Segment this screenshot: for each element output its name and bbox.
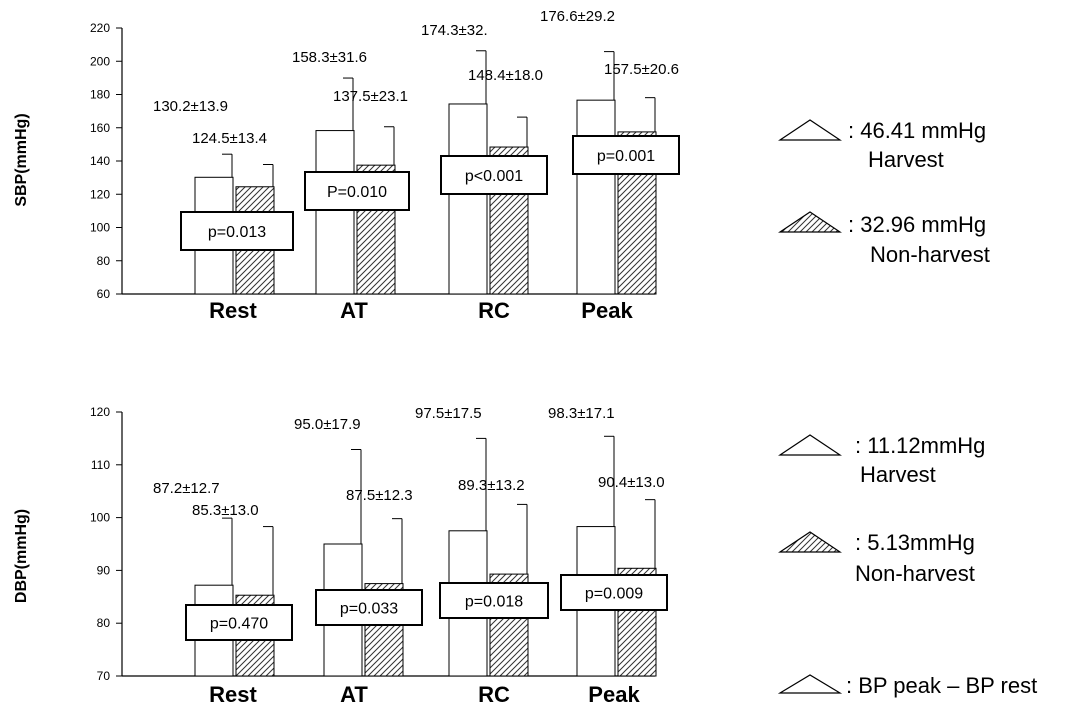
p-value-label: P=0.010 <box>327 184 387 201</box>
data-label: 148.4±18.0 <box>468 67 543 84</box>
y-tick-label: 110 <box>91 458 110 472</box>
data-label: 174.3±32. <box>421 22 488 39</box>
p-value-box <box>304 171 410 211</box>
harvest-bar <box>448 103 488 295</box>
y-tick-label: 200 <box>90 54 110 68</box>
legend-label: Harvest <box>868 147 944 172</box>
y-tick-label: 80 <box>97 254 111 268</box>
legend-label: Non-harvest <box>855 561 975 586</box>
y-axis-label: DBP(mmHg) <box>13 509 30 603</box>
data-label: 87.5±12.3 <box>346 487 413 504</box>
legend-value: : 11.12mmHg <box>855 433 985 458</box>
harvest-legend-triangle-icon <box>778 119 842 141</box>
p-value-label: p=0.018 <box>465 594 523 611</box>
harvest-bar <box>315 130 355 295</box>
harvest-legend-triangle-icon <box>778 434 842 456</box>
data-label: 130.2±13.9 <box>153 98 228 115</box>
footnote-text: : BP peak – BP rest <box>846 673 1037 698</box>
dbp-chart: 70 80 90 100 110 120 DBP(mmHg) 87.2±12.7 85.3±13… <box>13 405 985 707</box>
y-tick-label: 120 <box>90 187 110 201</box>
category-label: AT <box>340 682 368 707</box>
category-label: Rest <box>209 682 257 707</box>
data-label: 158.3±31.6 <box>292 49 367 66</box>
data-label: 157.5±20.6 <box>604 61 679 78</box>
p-value-box <box>315 589 423 626</box>
category-label: RC <box>478 682 510 707</box>
legend-value: : 32.96 mmHg <box>848 212 986 237</box>
p-value-label: p=0.470 <box>210 616 268 633</box>
legend-value: : 5.13mmHg <box>855 530 975 555</box>
legend-label: Harvest <box>860 462 936 487</box>
p-value-box <box>440 155 548 195</box>
p-value-label: p=0.001 <box>597 148 655 165</box>
y-axis-label: SBP(mmHg) <box>13 113 30 206</box>
y-tick-label: 120 <box>90 405 110 419</box>
category-label: Peak <box>581 298 633 323</box>
sbp-chart: 60 80 100 120 140 160 180 200 220 SBP(mmHg) 130.2±… <box>13 8 990 323</box>
y-tick-label: 100 <box>90 511 110 525</box>
data-label: 90.4±13.0 <box>598 474 665 491</box>
harvest-bar <box>576 99 616 295</box>
data-label: 97.5±17.5 <box>415 405 482 422</box>
non-harvest-legend-triangle-icon <box>778 531 842 553</box>
y-tick-label: 160 <box>90 121 110 135</box>
p-value-label: p=0.033 <box>340 601 398 618</box>
non-harvest-legend-triangle-icon <box>778 211 842 233</box>
category-label: Peak <box>588 682 640 707</box>
p-value-label: p<0.001 <box>465 168 523 185</box>
y-tick-label: 70 <box>97 669 111 683</box>
y-tick-label: 80 <box>97 616 111 630</box>
category-label: Rest <box>209 298 257 323</box>
data-label: 124.5±13.4 <box>192 130 267 147</box>
legend-value: : 46.41 mmHg <box>848 118 986 143</box>
p-value-label: p=0.013 <box>208 224 266 241</box>
y-tick-label: 100 <box>90 221 110 235</box>
category-label: AT <box>340 298 368 323</box>
y-tick-label: 140 <box>90 154 110 168</box>
data-label: 137.5±23.1 <box>333 88 408 105</box>
data-label: 89.3±13.2 <box>458 477 525 494</box>
y-tick-label: 180 <box>90 88 110 102</box>
data-label: 87.2±12.7 <box>153 480 220 497</box>
p-value-box <box>439 582 549 619</box>
p-value-box <box>560 574 668 611</box>
footnote: : BP peak – BP rest <box>777 673 1037 698</box>
data-label: 98.3±17.1 <box>548 405 615 422</box>
y-tick-label: 60 <box>97 287 111 301</box>
y-tick-label: 220 <box>90 21 110 35</box>
p-value-box <box>185 604 293 641</box>
y-tick-label: 90 <box>97 563 111 577</box>
category-label: RC <box>478 298 510 323</box>
p-value-box <box>572 135 680 175</box>
data-label: 95.0±17.9 <box>294 416 361 433</box>
data-label: 176.6±29.2 <box>540 8 615 25</box>
triangle-icon <box>777 674 843 694</box>
legend-label: Non-harvest <box>870 242 990 267</box>
data-label: 85.3±13.0 <box>192 502 259 519</box>
p-value-label: p=0.009 <box>585 586 643 603</box>
p-value-box <box>180 211 294 251</box>
